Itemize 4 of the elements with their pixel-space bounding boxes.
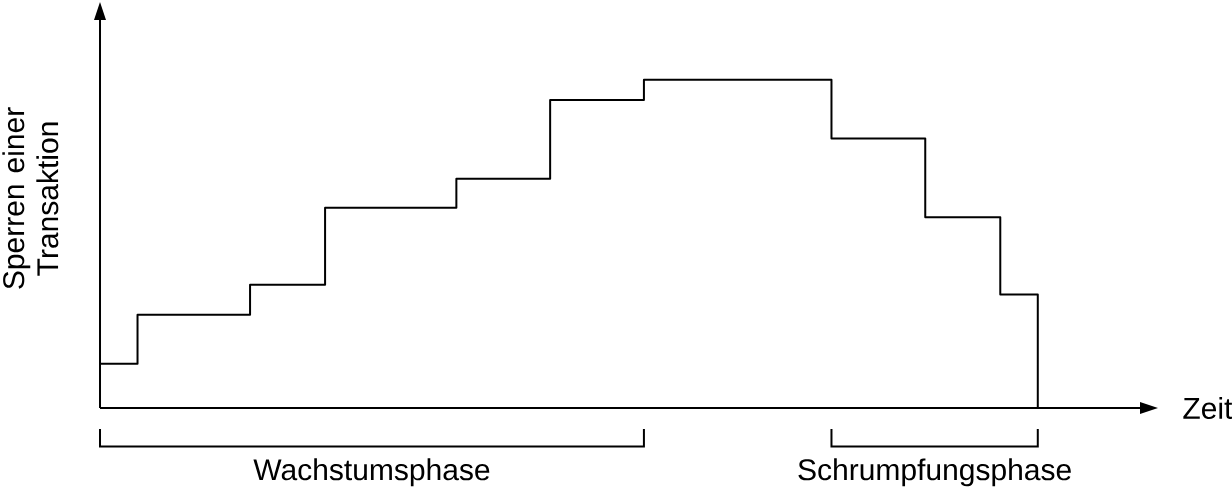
y-axis-title: Sperren einer Transaktion <box>2 107 59 289</box>
text: Wachstumsphase <box>253 458 490 487</box>
x-axis-title: Zeit <box>1183 396 1232 419</box>
text: Schrumpfungsphase <box>798 458 1071 487</box>
